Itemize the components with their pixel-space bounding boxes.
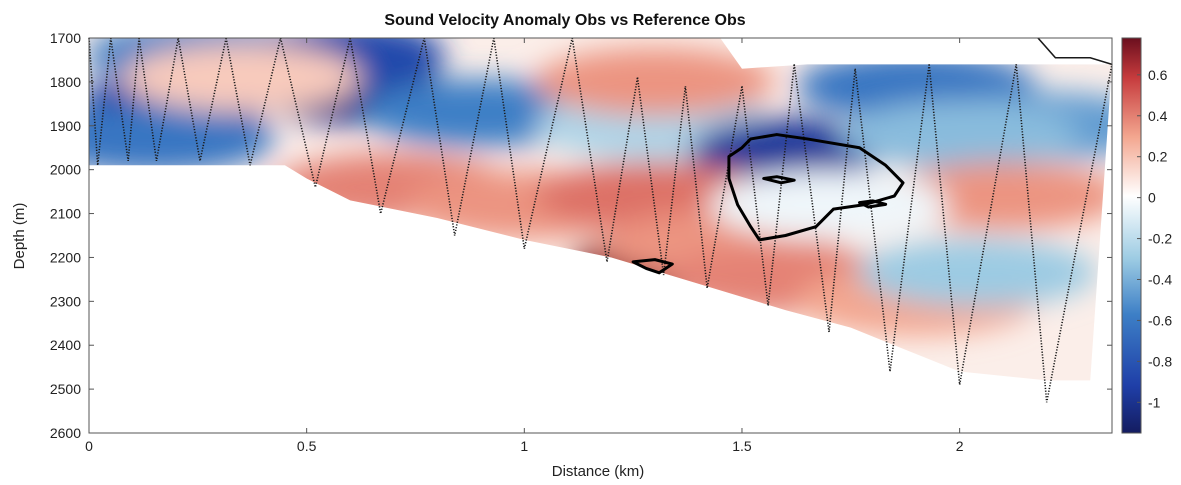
y-tick-label: 1900	[50, 118, 81, 134]
colorbar-tick-label: -0.6	[1148, 312, 1172, 328]
x-tick-label: 1.5	[732, 438, 752, 454]
colorbar-tick-label: 0.2	[1148, 149, 1168, 165]
y-tick-label: 2000	[50, 162, 81, 178]
anomaly-patch	[857, 239, 1097, 307]
y-tick-label: 2300	[50, 293, 81, 309]
colorbar-tick-label: -1	[1148, 394, 1161, 410]
top-right-profile	[1038, 38, 1112, 64]
x-axis-label: Distance (km)	[552, 463, 645, 480]
colorbar-tick-label: -0.4	[1148, 272, 1172, 288]
anomaly-patch	[709, 171, 949, 239]
colorbar-tick-label: 0	[1148, 190, 1156, 206]
y-tick-label: 1700	[50, 30, 81, 46]
y-tick-label: 2200	[50, 249, 81, 265]
colorbar-tick-label: 0.6	[1148, 67, 1168, 83]
anomaly-patch	[121, 44, 361, 112]
colorbar-tick-label: -0.8	[1148, 353, 1172, 369]
chart-title: Sound Velocity Anomaly Obs vs Reference …	[384, 12, 745, 29]
colorbar-ticks: 0.6 0.4 0.2 0 -0.2 -0.4 -0.6 -0.8 -1	[1137, 67, 1172, 410]
y-tick-label: 2400	[50, 337, 81, 353]
colorbar-tick-label: -0.2	[1148, 231, 1172, 247]
anomaly-patch	[535, 48, 775, 116]
y-tick-label: 2600	[50, 425, 81, 441]
x-tick-label: 0	[85, 438, 93, 454]
y-tick-label: 1800	[50, 74, 81, 90]
x-tick-label: 0.5	[297, 438, 317, 454]
colorbar-tick-label: 0.4	[1148, 108, 1168, 124]
y-tick-label: 2100	[50, 206, 81, 222]
y-tick-label: 2500	[50, 381, 81, 397]
x-tick-label: 1	[520, 438, 528, 454]
x-tick-label: 2	[956, 438, 964, 454]
colorbar	[1122, 38, 1141, 433]
anomaly-field	[34, 22, 1166, 433]
y-axis-label: Depth (m)	[11, 203, 28, 270]
